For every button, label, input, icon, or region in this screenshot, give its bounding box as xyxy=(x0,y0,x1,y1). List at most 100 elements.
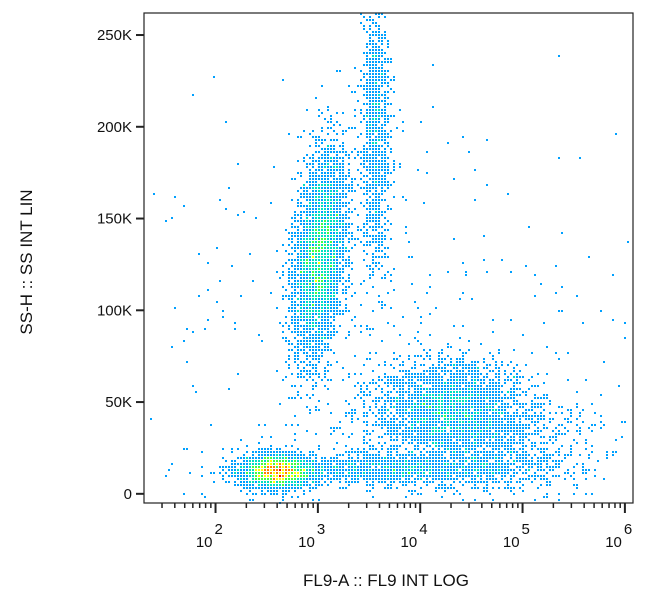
data-point xyxy=(375,55,377,57)
data-point xyxy=(384,400,386,402)
data-point xyxy=(495,421,497,423)
data-point xyxy=(450,484,452,486)
data-point xyxy=(378,418,380,420)
data-point xyxy=(351,481,353,483)
data-point xyxy=(315,256,317,258)
data-point xyxy=(303,307,305,309)
data-point xyxy=(294,319,296,321)
data-point xyxy=(537,415,539,417)
data-point xyxy=(531,445,533,447)
data-point xyxy=(495,448,497,450)
data-point xyxy=(378,40,380,42)
data-point xyxy=(450,361,452,363)
data-point xyxy=(369,235,371,237)
data-point xyxy=(447,436,449,438)
data-point xyxy=(246,445,248,447)
data-point xyxy=(420,424,422,426)
data-point xyxy=(297,304,299,306)
data-point xyxy=(309,319,311,321)
data-point xyxy=(315,472,317,474)
data-point xyxy=(327,346,329,348)
data-point xyxy=(510,436,512,438)
data-point xyxy=(291,235,293,237)
data-point xyxy=(405,382,407,384)
data-point xyxy=(390,88,392,90)
data-point xyxy=(369,85,371,87)
data-point xyxy=(372,382,374,384)
data-point xyxy=(516,433,518,435)
data-point xyxy=(303,160,305,162)
data-point xyxy=(333,199,335,201)
data-point xyxy=(324,460,326,462)
data-point xyxy=(330,298,332,300)
data-point xyxy=(201,475,203,477)
data-point xyxy=(495,403,497,405)
data-point xyxy=(339,70,341,72)
data-point xyxy=(306,280,308,282)
data-point xyxy=(393,196,395,198)
data-point xyxy=(441,481,443,483)
data-point xyxy=(426,478,428,480)
data-point xyxy=(378,145,380,147)
data-point xyxy=(585,469,587,471)
data-point xyxy=(420,475,422,477)
data-point xyxy=(381,76,383,78)
data-point xyxy=(537,460,539,462)
data-point xyxy=(375,187,377,189)
data-point xyxy=(288,487,290,489)
data-point xyxy=(300,211,302,213)
data-point xyxy=(303,238,305,240)
data-point xyxy=(390,460,392,462)
data-point xyxy=(387,376,389,378)
data-point xyxy=(522,412,524,414)
data-point xyxy=(438,421,440,423)
data-point xyxy=(324,205,326,207)
data-point xyxy=(258,451,260,453)
data-point xyxy=(390,148,392,150)
data-point xyxy=(282,298,284,300)
data-point xyxy=(492,400,494,402)
data-point xyxy=(570,454,572,456)
data-point xyxy=(321,355,323,357)
data-point xyxy=(411,463,413,465)
data-point xyxy=(216,247,218,249)
data-point xyxy=(459,409,461,411)
data-point xyxy=(336,361,338,363)
data-point xyxy=(372,118,374,120)
data-point xyxy=(567,418,569,420)
data-point xyxy=(318,226,320,228)
data-point xyxy=(474,421,476,423)
data-point xyxy=(270,448,272,450)
data-point xyxy=(555,475,557,477)
data-point xyxy=(585,379,587,381)
data-point xyxy=(546,484,548,486)
data-point xyxy=(348,334,350,336)
data-point xyxy=(243,463,245,465)
data-point xyxy=(270,457,272,459)
data-point xyxy=(459,460,461,462)
data-point xyxy=(462,367,464,369)
data-point xyxy=(387,142,389,144)
data-point xyxy=(372,82,374,84)
data-point xyxy=(333,172,335,174)
data-point xyxy=(327,178,329,180)
data-point xyxy=(240,481,242,483)
data-point xyxy=(231,448,233,450)
data-point xyxy=(342,178,344,180)
data-point xyxy=(318,199,320,201)
data-point xyxy=(507,487,509,489)
data-point xyxy=(393,463,395,465)
data-point xyxy=(456,454,458,456)
data-point xyxy=(330,307,332,309)
data-point xyxy=(261,448,263,450)
data-point xyxy=(408,355,410,357)
data-point xyxy=(342,148,344,150)
data-point xyxy=(381,211,383,213)
data-point xyxy=(339,238,341,240)
data-point xyxy=(318,376,320,378)
data-point xyxy=(438,373,440,375)
data-point xyxy=(372,478,374,480)
data-point xyxy=(411,412,413,414)
data-point xyxy=(504,412,506,414)
data-point xyxy=(378,235,380,237)
